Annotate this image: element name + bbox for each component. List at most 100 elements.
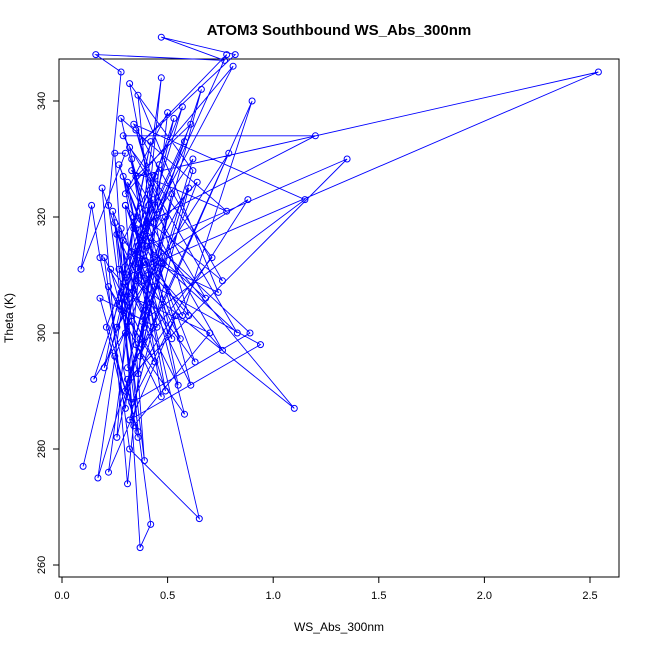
data-point — [124, 271, 131, 279]
data-point — [155, 161, 163, 169]
data-point — [189, 167, 197, 175]
data-point — [257, 341, 264, 349]
data-point — [187, 381, 195, 389]
data-point — [117, 306, 125, 314]
data-point — [301, 196, 309, 204]
data-point — [115, 161, 123, 169]
data-point — [145, 201, 153, 209]
data-point — [119, 236, 127, 244]
data-point — [157, 33, 165, 41]
data-point — [119, 172, 127, 180]
data-point — [140, 230, 148, 238]
y-tick-label: 300 — [36, 324, 48, 342]
data-point — [126, 416, 134, 424]
x-tick-label: 2.0 — [477, 590, 492, 602]
data-point — [174, 381, 182, 389]
data-point — [100, 364, 108, 372]
x-tick-label: 1.0 — [266, 590, 281, 602]
data-point — [168, 335, 176, 343]
data-point — [126, 445, 134, 453]
data-point — [134, 433, 142, 441]
data-point — [98, 184, 106, 192]
data-point — [214, 288, 222, 296]
data-point — [151, 358, 159, 366]
data-point — [193, 178, 201, 186]
data-point — [219, 346, 226, 354]
data-point — [126, 143, 134, 151]
data-point — [157, 393, 165, 401]
data-point — [113, 323, 121, 331]
data-point — [594, 68, 602, 76]
data-point — [94, 474, 102, 482]
data-point — [246, 329, 254, 337]
data-point — [102, 323, 110, 331]
data-point — [105, 468, 112, 476]
data-point — [124, 364, 131, 372]
data-point — [124, 480, 131, 488]
data-point — [168, 190, 176, 198]
data-point — [229, 62, 237, 70]
data-point — [231, 51, 239, 59]
data-point — [117, 225, 125, 233]
chart-title: ATOM3 Southbound WS_Abs_300nm — [207, 22, 471, 39]
data-point — [88, 201, 96, 209]
data-point — [121, 329, 129, 337]
x-tick-label: 0.5 — [160, 590, 175, 602]
data-point — [290, 404, 298, 412]
data-point — [178, 103, 186, 111]
x-tick-label: 2.5 — [582, 590, 597, 602]
data-point — [77, 265, 85, 273]
data-point — [143, 306, 150, 314]
data-point — [170, 114, 178, 122]
data-point — [149, 196, 157, 204]
data-point — [79, 462, 87, 470]
data-point — [132, 225, 140, 233]
data-point — [157, 74, 165, 82]
data-point — [107, 265, 115, 273]
data-point — [130, 422, 138, 430]
data-point — [138, 138, 146, 146]
data-point — [151, 283, 159, 291]
data-point — [181, 410, 188, 418]
data-point — [140, 323, 148, 331]
data-point — [128, 167, 136, 175]
data-point — [117, 288, 125, 296]
data-point — [202, 294, 210, 302]
data-point — [197, 85, 205, 93]
data-point — [134, 91, 142, 99]
data-point — [147, 520, 155, 528]
data-point — [121, 201, 129, 209]
data-point — [159, 259, 167, 267]
data-point — [90, 375, 98, 383]
data-point — [130, 225, 138, 233]
data-point — [96, 294, 104, 302]
data-point — [138, 317, 146, 325]
data-point — [151, 172, 159, 180]
data-point — [121, 387, 129, 395]
data-point — [244, 196, 252, 204]
data-point — [100, 254, 108, 262]
data-point — [248, 97, 256, 105]
data-point — [136, 259, 144, 267]
data-point — [119, 132, 127, 140]
data-point — [124, 178, 131, 186]
data-point — [140, 457, 148, 465]
y-tick-label: 320 — [36, 208, 48, 226]
data-point — [132, 126, 140, 134]
data-point — [128, 288, 136, 296]
data-point — [128, 248, 136, 256]
y-axis: 260 280 300 320 340 — [36, 92, 60, 574]
data-point — [119, 294, 127, 302]
data-point — [121, 149, 129, 157]
data-point — [111, 352, 119, 360]
data-point — [176, 335, 184, 343]
data-point — [233, 329, 241, 337]
data-point — [128, 155, 136, 163]
data-point — [140, 277, 148, 285]
data-point — [134, 242, 142, 250]
data-point — [181, 138, 188, 146]
data-point — [143, 219, 150, 227]
data-point — [164, 109, 172, 117]
y-tick-label: 340 — [36, 92, 48, 110]
data-point — [136, 352, 144, 360]
